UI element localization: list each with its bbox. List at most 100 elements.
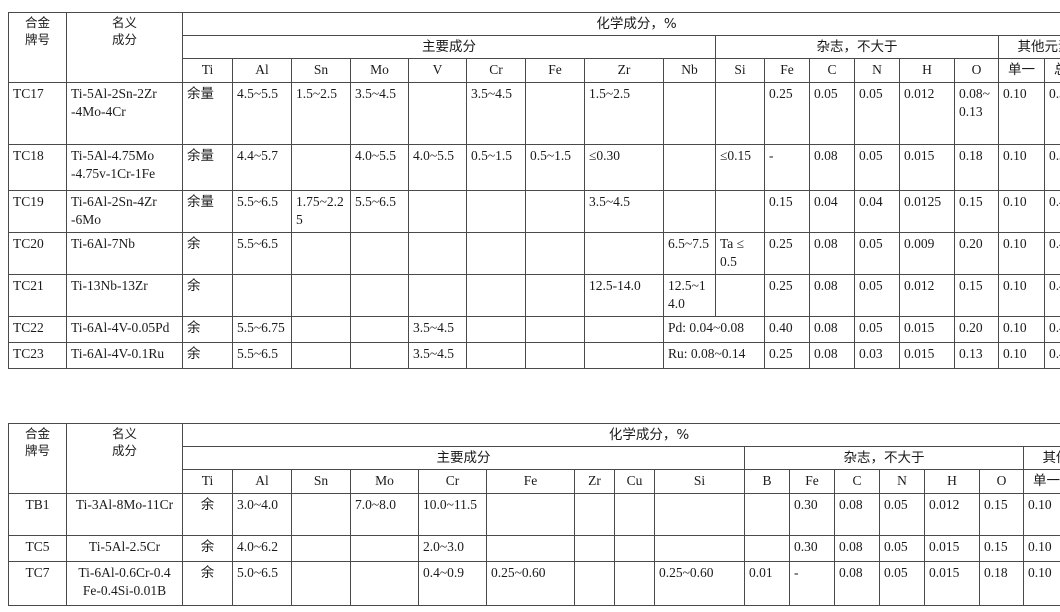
cell-nominal: Ti-13Nb-13Zr [66,273,183,317]
cell-imp-n: 0.05 [854,315,900,343]
cell-mo [350,341,409,369]
cell-cr: 3.5~4.5 [466,81,526,145]
header-col-sn: Sn [291,58,351,83]
header-col-zr: Zr [584,58,664,83]
cell-other-single: 0.10 [1023,492,1060,536]
header-col-si: Si [654,469,745,494]
cell-sn [291,341,351,369]
cell-v [408,273,467,317]
header-group-other-elements: 其他元素 [1022,446,1060,471]
table-row: TC18 Ti-5Al-4.75Mo -4.75v-1Cr-1Fe 余量 4.4~… [8,143,1060,191]
nominal-line2: -4.75v-1Cr-1Fe [71,165,156,181]
cell-si: 0.25~0.60 [654,560,745,606]
header-col-imp-b: B [744,469,790,494]
cell-v: 3.5~4.5 [408,341,467,369]
cell-mo [350,315,409,343]
header-col-imp-n: N [854,58,900,83]
cell-mo: 5.5~6.5 [350,189,409,233]
cell-cr [466,315,526,343]
table-row: TC17 Ti-5Al-2Sn-2Zr -4Mo-4Cr 余量 4.5~5.5 1… [8,81,1060,145]
cell-grade: TC19 [8,189,67,233]
header-col-imp-o: O [979,469,1024,494]
cell-imp-h: 0.012 [924,492,980,536]
cell-fe [486,534,575,562]
header-nominal-composition: 名义 成分 [66,12,183,83]
header-group-other-elements: 其他元素 [997,35,1060,60]
cell-imp-n: 0.05 [854,231,900,275]
cell-nb: 12.5~14.0 [663,273,716,317]
cell-fe [525,273,585,317]
cell-imp-fe: 0.25 [764,273,810,317]
cell-imp-h: 0.0125 [899,189,955,233]
cell-imp-si: ≤0.15 [715,143,765,191]
cell-v [408,231,467,275]
cell-cr: 0.5~1.5 [466,143,526,191]
nominal-line1: Ti-5Al-2Sn-2Zr [71,85,157,101]
cell-ti: 余 [182,341,233,369]
cell-cr [466,231,526,275]
cell-ti: 余 [182,560,233,606]
header-group-impurities: 杂志，不大于 [715,35,999,60]
cell-cr: 0.4~0.9 [418,560,487,606]
cell-zr [584,341,664,369]
cell-other-single: 0.10 [998,273,1045,317]
header-col-al: Al [232,58,292,83]
cell-nominal: Ti-5Al-2Sn-2Zr -4Mo-4Cr [66,81,183,145]
cell-sn [291,560,351,606]
header-col-mo: Mo [350,469,419,494]
cell-fe [486,492,575,536]
cell-imp-si [715,81,765,145]
cell-imp-h: 0.015 [924,534,980,562]
header-col-imp-c: C [809,58,855,83]
cell-al [232,273,292,317]
header-col-ti: Ti [182,469,233,494]
table-row: TC22 Ti-6Al-4V-0.05Pd 余 5.5~6.75 3.5~4.5… [8,315,1060,343]
cell-fe [525,231,585,275]
cell-mo [350,560,419,606]
cell-al: 5.5~6.5 [232,231,292,275]
cell-special-element: Ru: 0.08~0.14 [663,341,765,369]
cell-imp-si [715,273,765,317]
cell-ti: 余量 [182,143,233,191]
cell-zr [584,315,664,343]
cell-other-single: 0.10 [1023,534,1060,562]
table-row: TC23 Ti-6Al-4V-0.1Ru 余 5.5~6.5 3.5~4.5 R… [8,341,1060,369]
cell-special-element: Pd: 0.04~0.08 [663,315,765,343]
cell-nominal: Ti-5Al-2.5Cr [66,534,183,562]
cell-imp-o: 0.08~0.13 [954,81,999,145]
cell-zr [584,231,664,275]
cell-mo [350,273,409,317]
header-col-fe: Fe [486,469,575,494]
cell-fe [525,81,585,145]
cell-grade: TC17 [8,81,67,145]
cell-fe: 0.5~1.5 [525,143,585,191]
header-alloy-grade-line1: 合金 [24,426,50,441]
cell-sn [291,315,351,343]
cell-imp-si: Ta ≤ 0.5 [715,231,765,275]
cell-other-total: 0.40 [1043,273,1060,317]
cell-ti: 余 [182,273,233,317]
header-col-fe: Fe [525,58,585,83]
header-alloy-grade-line2: 牌号 [24,31,50,47]
nominal-line2: -4Mo-4Cr [71,103,126,119]
cell-ti: 余 [182,492,233,536]
cell-imp-o: 0.15 [954,273,999,317]
cell-imp-fe: 0.30 [789,492,835,536]
header-col-cr: Cr [418,469,487,494]
cell-mo [350,534,419,562]
header-chemical-composition: 化学成分，% [181,11,1060,37]
header-alloy-grade: 合金 牌号 [8,12,67,83]
cell-al: 5.0~6.5 [232,560,292,606]
cell-sn [291,273,351,317]
cell-mo: 4.0~5.5 [350,143,409,191]
table-row: TC19 Ti-6Al-2Sn-4Zr -6Mo 余量 5.5~6.5 1.75~… [8,189,1060,233]
cell-fe: 0.25~0.60 [486,560,575,606]
cell-al: 5.5~6.5 [232,341,292,369]
cell-imp-o: 0.15 [979,492,1024,536]
cell-imp-c: 0.05 [809,81,855,145]
cell-nb [663,81,716,145]
cell-imp-fe: 0.25 [764,231,810,275]
cell-si [654,492,745,536]
